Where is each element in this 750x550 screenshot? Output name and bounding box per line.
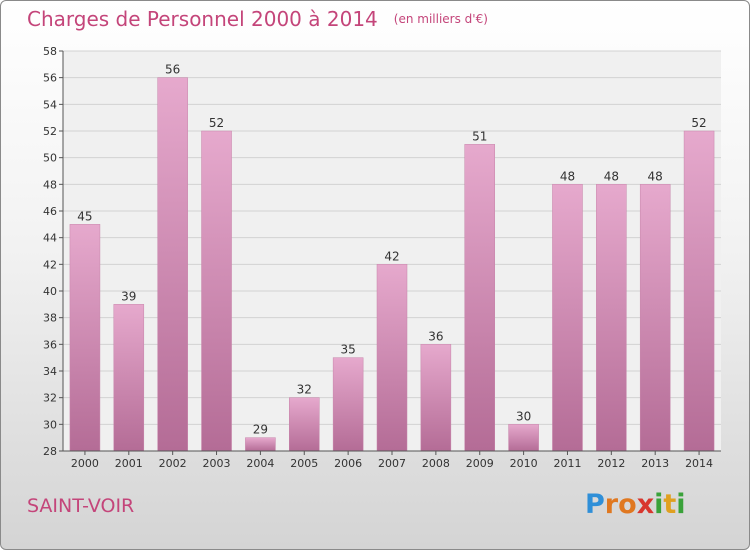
bar bbox=[201, 130, 232, 452]
data-label: 51 bbox=[472, 129, 487, 143]
data-label: 39 bbox=[121, 289, 136, 303]
data-label: 56 bbox=[165, 63, 180, 77]
data-label: 30 bbox=[516, 409, 531, 423]
logo-letter: i bbox=[676, 489, 686, 520]
y-tick-label: 28 bbox=[43, 445, 57, 458]
y-tick-label: 38 bbox=[43, 312, 57, 325]
proxiti-logo: Proxiti bbox=[585, 489, 686, 520]
x-tick-label: 2001 bbox=[115, 457, 143, 470]
data-label: 45 bbox=[77, 209, 92, 223]
x-tick-label: 2008 bbox=[422, 457, 450, 470]
x-tick-label: 2004 bbox=[246, 457, 274, 470]
bar bbox=[683, 130, 715, 452]
data-label: 35 bbox=[340, 343, 355, 357]
x-tick-label: 2000 bbox=[71, 457, 99, 470]
data-label: 29 bbox=[253, 423, 268, 437]
y-tick-label: 42 bbox=[43, 258, 57, 271]
y-tick-label: 44 bbox=[43, 232, 57, 245]
logo-letter: x bbox=[636, 489, 655, 520]
y-tick-label: 36 bbox=[43, 338, 57, 351]
y-tick-label: 48 bbox=[43, 178, 57, 191]
bars bbox=[69, 77, 715, 452]
y-tick-label: 32 bbox=[43, 392, 57, 405]
x-tick-label: 2003 bbox=[203, 457, 231, 470]
x-tick-label: 2013 bbox=[641, 457, 669, 470]
x-tick-label: 2012 bbox=[597, 457, 625, 470]
data-label: 52 bbox=[691, 116, 706, 130]
x-tick-label: 2009 bbox=[466, 457, 494, 470]
x-tick-label: 2010 bbox=[510, 457, 538, 470]
x-tick-label: 2006 bbox=[334, 457, 362, 470]
y-tick-label: 50 bbox=[43, 152, 57, 165]
data-label: 42 bbox=[384, 249, 399, 263]
logo-letter: o bbox=[618, 489, 637, 520]
bar bbox=[596, 184, 627, 452]
bar bbox=[157, 77, 188, 452]
chart-unit: (en milliers d'€) bbox=[393, 12, 488, 26]
y-tick-label: 40 bbox=[43, 285, 57, 298]
y-tick-label: 46 bbox=[43, 205, 57, 218]
x-tick-label: 2002 bbox=[159, 457, 187, 470]
y-tick-label: 30 bbox=[43, 418, 57, 431]
data-label: 36 bbox=[428, 329, 443, 343]
x-tick-label: 2011 bbox=[553, 457, 581, 470]
axes bbox=[59, 50, 721, 455]
logo-letter: P bbox=[585, 489, 605, 520]
x-tick-label: 2005 bbox=[290, 457, 318, 470]
bar bbox=[420, 344, 452, 452]
y-tick-label: 56 bbox=[43, 72, 57, 85]
data-label: 48 bbox=[604, 169, 619, 183]
chart-title-text: Charges de Personnel 2000 à 2014 bbox=[27, 7, 378, 31]
bar bbox=[69, 224, 101, 452]
labels: 28 30 32 34 36 38 40 42 44 46 48 50 52 54 56 58 45 2000 39… bbox=[43, 45, 713, 470]
chart-title: Charges de Personnel 2000 à 2014 (en mill… bbox=[27, 7, 488, 31]
data-label: 48 bbox=[648, 169, 663, 183]
bar bbox=[332, 357, 364, 452]
bar bbox=[639, 184, 671, 452]
logo-letter: i bbox=[654, 489, 664, 520]
y-tick-label: 52 bbox=[43, 125, 57, 138]
bar bbox=[245, 437, 276, 452]
bar bbox=[376, 264, 408, 452]
commune-name: SAINT-VOIR bbox=[27, 495, 135, 517]
y-tick-label: 58 bbox=[43, 45, 57, 58]
bar bbox=[289, 397, 320, 452]
data-label: 32 bbox=[297, 383, 312, 397]
x-tick-label: 2014 bbox=[685, 457, 713, 470]
data-label: 48 bbox=[560, 169, 575, 183]
y-tick-label: 54 bbox=[43, 98, 57, 111]
bar bbox=[508, 424, 539, 452]
logo-letter: r bbox=[604, 489, 619, 520]
bar bbox=[113, 304, 145, 452]
data-label: 52 bbox=[209, 116, 224, 130]
x-tick-label: 2007 bbox=[378, 457, 406, 470]
y-tick-label: 34 bbox=[43, 365, 57, 378]
logo-letter: t bbox=[663, 489, 677, 520]
bar bbox=[464, 144, 495, 452]
bar bbox=[552, 184, 583, 452]
